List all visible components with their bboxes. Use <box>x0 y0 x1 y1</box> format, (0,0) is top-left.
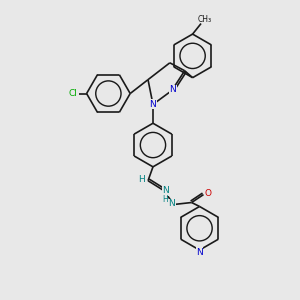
Text: N: N <box>196 248 203 256</box>
Text: CH₃: CH₃ <box>197 15 212 24</box>
Text: H: H <box>162 195 168 204</box>
Text: Cl: Cl <box>68 89 77 98</box>
Text: N: N <box>150 100 156 109</box>
Text: N: N <box>168 199 175 208</box>
Text: O: O <box>205 189 212 198</box>
Text: H: H <box>138 175 145 184</box>
Text: N: N <box>169 85 176 94</box>
Text: N: N <box>163 186 169 195</box>
